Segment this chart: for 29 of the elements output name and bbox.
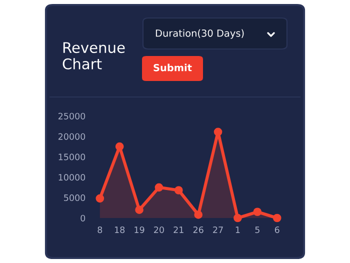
x-tick-label: 8 bbox=[98, 226, 102, 234]
text: Duration(30 Days) bbox=[156, 29, 244, 39]
y-tick-label: 10000 bbox=[58, 174, 86, 181]
x-tick-label: 5 bbox=[255, 226, 260, 234]
x-tick-label: 18 bbox=[114, 226, 125, 234]
y-tick-label: 0 bbox=[80, 214, 86, 222]
point bbox=[194, 210, 203, 219]
y-tick-label: 5000 bbox=[64, 194, 86, 202]
y-tick-label: 15000 bbox=[58, 154, 86, 160]
x-tick-label: 27 bbox=[213, 226, 223, 233]
point bbox=[234, 214, 242, 222]
x-tick-label: 6 bbox=[274, 226, 280, 234]
text: Submit bbox=[154, 64, 192, 72]
chart-title: Revenue Chart bbox=[62, 42, 125, 70]
point bbox=[96, 194, 104, 203]
x-tick-label: 19 bbox=[134, 226, 144, 234]
x-tick-label: 1 bbox=[236, 226, 240, 233]
point bbox=[174, 186, 183, 194]
y-tick-label: 25000 bbox=[58, 112, 86, 120]
point bbox=[272, 214, 282, 222]
point bbox=[214, 128, 222, 136]
point bbox=[115, 142, 124, 151]
x-tick-label: 21 bbox=[174, 226, 184, 233]
x-tick-label: 26 bbox=[193, 226, 204, 234]
y-tick-label: 20000 bbox=[58, 133, 86, 140]
point bbox=[253, 208, 262, 216]
x-tick-label: 20 bbox=[154, 226, 164, 234]
point bbox=[135, 206, 144, 214]
point bbox=[154, 183, 164, 192]
